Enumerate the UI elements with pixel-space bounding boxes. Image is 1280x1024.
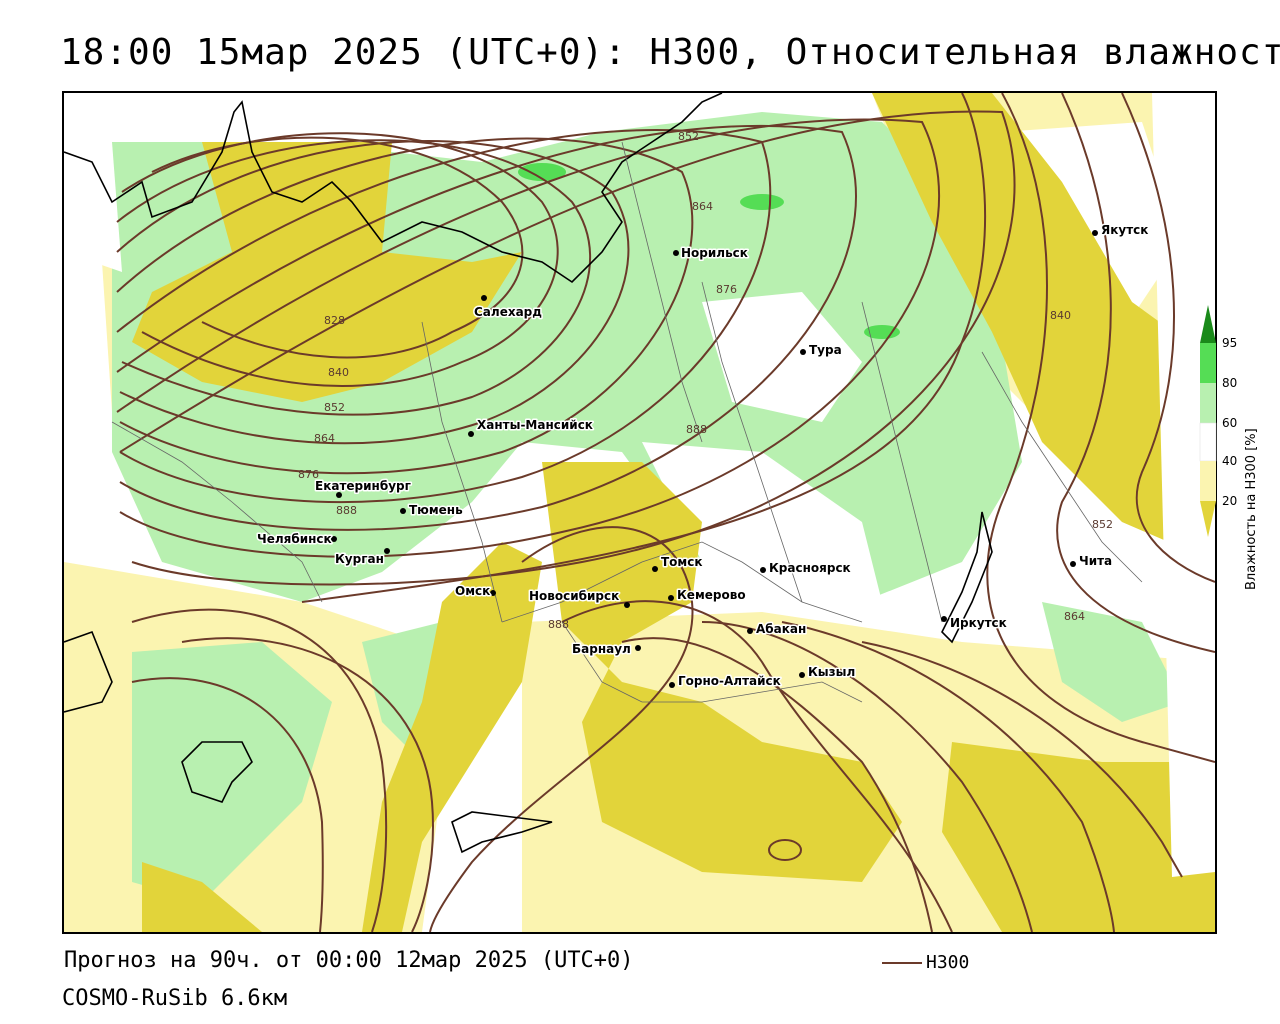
- city-label: Ханты-Мансийск: [477, 418, 593, 432]
- city-dot: [635, 645, 641, 651]
- legend-tick: 80: [1222, 376, 1238, 390]
- city-dot: [673, 250, 679, 256]
- city-label: Иркутск: [950, 616, 1007, 630]
- isoline-label: 876: [298, 468, 319, 481]
- city-label: Якутск: [1101, 223, 1148, 237]
- isoline-legend-label: H300: [926, 952, 970, 973]
- humidity-legend: 95 80 60 40 20: [1198, 305, 1280, 595]
- city-dot: [799, 672, 805, 678]
- legend-colorbar: [1199, 305, 1217, 537]
- city-label: Барнаул: [572, 642, 631, 656]
- city-label: Кызыл: [808, 665, 855, 679]
- isoline-label: 888: [548, 618, 569, 631]
- humidity-dry-areas: [132, 93, 1215, 932]
- map-title: 18:00 15мар 2025 (UTC+0): H300, Относите…: [60, 32, 1280, 73]
- city-label: Горно-Алтайск: [678, 674, 781, 688]
- city-dot: [668, 595, 674, 601]
- city-label: Челябинск: [257, 532, 332, 546]
- city-dot: [336, 492, 342, 498]
- city-dot: [331, 536, 337, 542]
- isoline-label: 876: [716, 283, 737, 296]
- legend-tick: 20: [1222, 494, 1238, 508]
- city-label: Норильск: [681, 246, 748, 260]
- city-label: Новосибирск: [529, 589, 619, 603]
- isoline-label: 864: [1064, 610, 1085, 623]
- isoline-swatch: [882, 961, 922, 964]
- city-label: Омск: [455, 584, 490, 598]
- isoline-label: 852: [678, 130, 699, 143]
- isoline-label: 864: [692, 200, 713, 213]
- city-markers: [331, 230, 1098, 688]
- city-label: Абакан: [756, 622, 806, 636]
- city-label: Курган: [335, 552, 384, 566]
- isoline-label: 852: [1092, 518, 1113, 531]
- city-label: Кемерово: [677, 588, 746, 602]
- city-dot: [400, 508, 406, 514]
- city-label: Чита: [1079, 554, 1112, 568]
- isoline-label: 840: [328, 366, 349, 379]
- city-dot: [624, 602, 630, 608]
- city-dot: [1070, 561, 1076, 567]
- city-label: Красноярск: [769, 561, 851, 575]
- city-dot: [490, 590, 496, 596]
- out-of-domain-right: [1152, 93, 1215, 877]
- city-dot: [652, 566, 658, 572]
- legend-tick: 95: [1222, 336, 1238, 350]
- isoline-legend: H300: [882, 952, 969, 973]
- isoline-labels: 852 864 876 828 840 852 864 876 888 888 …: [298, 130, 1113, 631]
- city-dot: [481, 295, 487, 301]
- legend-title: Влажность на H300 [%]: [1244, 428, 1259, 590]
- city-label: Екатеринбург: [315, 479, 411, 493]
- city-label: Томск: [661, 555, 703, 569]
- city-dot: [941, 616, 947, 622]
- isoline-label: 852: [324, 401, 345, 414]
- city-dot: [1092, 230, 1098, 236]
- city-labels: Салехард Норильск Якутск Тура Ханты-Манс…: [256, 222, 1150, 690]
- legend-tick: 40: [1222, 454, 1238, 468]
- isoline-label: 828: [324, 314, 345, 327]
- forecast-info: Прогноз на 90ч. от 00:00 12мар 2025 (UTC…: [64, 948, 634, 973]
- isoline-label: 864: [314, 432, 335, 445]
- admin-borders: [111, 141, 1143, 703]
- city-label: Тюмень: [409, 503, 463, 517]
- coastlines: [64, 93, 993, 854]
- city-dot: [669, 682, 675, 688]
- isoline-label: 888: [336, 504, 357, 517]
- model-name: COSMO-RuSib 6.6км: [62, 986, 288, 1011]
- city-dot: [468, 431, 474, 437]
- city-dot: [747, 628, 753, 634]
- city-label: Салехард: [474, 305, 542, 319]
- city-dot: [384, 548, 390, 554]
- city-dot: [800, 349, 806, 355]
- isoline-label: 888: [686, 423, 707, 436]
- isoline-label: 840: [1050, 309, 1071, 322]
- map-canvas: 852 864 876 828 840 852 864 876 888 888 …: [64, 93, 1215, 932]
- out-of-domain-left: [64, 93, 122, 272]
- forecast-map[interactable]: 852 864 876 828 840 852 864 876 888 888 …: [62, 91, 1217, 934]
- city-label: Тура: [809, 343, 842, 357]
- city-dot: [760, 567, 766, 573]
- legend-tick: 60: [1222, 416, 1238, 430]
